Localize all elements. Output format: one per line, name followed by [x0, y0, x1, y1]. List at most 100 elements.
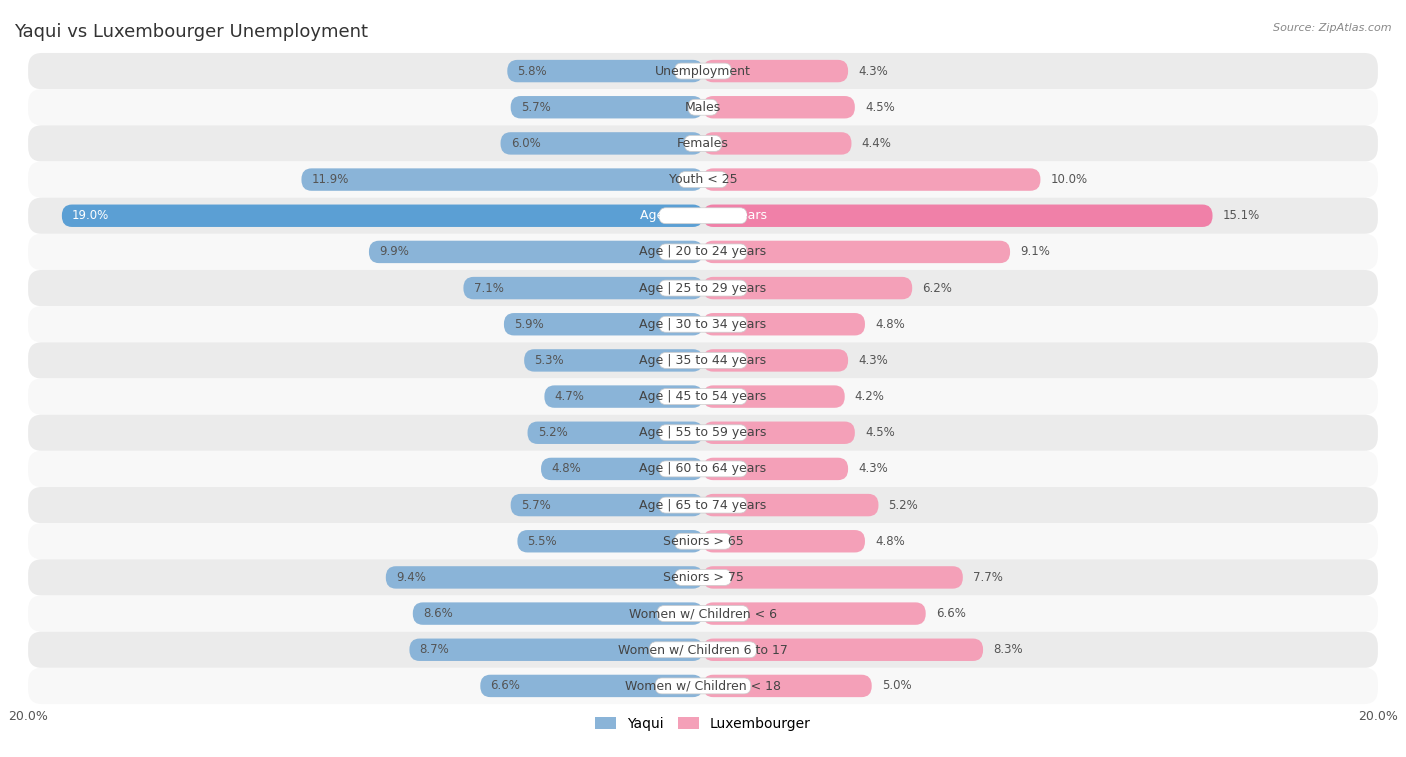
FancyBboxPatch shape — [413, 603, 703, 625]
FancyBboxPatch shape — [659, 497, 747, 513]
FancyBboxPatch shape — [464, 277, 703, 299]
FancyBboxPatch shape — [544, 385, 703, 408]
Text: Seniors > 75: Seniors > 75 — [662, 571, 744, 584]
FancyBboxPatch shape — [28, 631, 1378, 668]
FancyBboxPatch shape — [510, 494, 703, 516]
FancyBboxPatch shape — [703, 132, 852, 154]
Text: Seniors > 65: Seniors > 65 — [662, 534, 744, 548]
FancyBboxPatch shape — [28, 270, 1378, 306]
FancyBboxPatch shape — [659, 425, 747, 441]
FancyBboxPatch shape — [501, 132, 703, 154]
FancyBboxPatch shape — [650, 642, 756, 658]
Legend: Yaqui, Luxembourger: Yaqui, Luxembourger — [589, 711, 817, 736]
Text: Age | 30 to 34 years: Age | 30 to 34 years — [640, 318, 766, 331]
FancyBboxPatch shape — [703, 494, 879, 516]
FancyBboxPatch shape — [503, 313, 703, 335]
FancyBboxPatch shape — [28, 378, 1378, 415]
FancyBboxPatch shape — [703, 422, 855, 444]
Text: 6.0%: 6.0% — [510, 137, 540, 150]
Text: 4.5%: 4.5% — [865, 426, 894, 439]
Text: 4.4%: 4.4% — [862, 137, 891, 150]
FancyBboxPatch shape — [659, 280, 747, 296]
Text: 5.7%: 5.7% — [520, 499, 551, 512]
Text: Age | 65 to 74 years: Age | 65 to 74 years — [640, 499, 766, 512]
FancyBboxPatch shape — [28, 234, 1378, 270]
Text: 6.6%: 6.6% — [936, 607, 966, 620]
FancyBboxPatch shape — [689, 99, 718, 115]
FancyBboxPatch shape — [527, 422, 703, 444]
FancyBboxPatch shape — [659, 461, 747, 477]
Text: 5.2%: 5.2% — [889, 499, 918, 512]
FancyBboxPatch shape — [675, 569, 731, 585]
Text: 9.1%: 9.1% — [1021, 245, 1050, 258]
Text: 4.2%: 4.2% — [855, 390, 884, 403]
Text: 7.7%: 7.7% — [973, 571, 1002, 584]
Text: 15.1%: 15.1% — [1223, 209, 1260, 223]
Text: 4.7%: 4.7% — [554, 390, 585, 403]
Text: 6.2%: 6.2% — [922, 282, 952, 294]
Text: Youth < 25: Youth < 25 — [669, 173, 737, 186]
FancyBboxPatch shape — [657, 606, 749, 621]
FancyBboxPatch shape — [28, 415, 1378, 451]
FancyBboxPatch shape — [385, 566, 703, 589]
Text: Women w/ Children < 18: Women w/ Children < 18 — [626, 680, 780, 693]
Text: 4.8%: 4.8% — [551, 463, 581, 475]
Text: 4.3%: 4.3% — [858, 64, 889, 77]
FancyBboxPatch shape — [675, 63, 731, 79]
FancyBboxPatch shape — [541, 458, 703, 480]
Text: 10.0%: 10.0% — [1050, 173, 1088, 186]
FancyBboxPatch shape — [655, 678, 751, 694]
Text: 8.7%: 8.7% — [419, 643, 450, 656]
Text: 19.0%: 19.0% — [72, 209, 110, 223]
FancyBboxPatch shape — [703, 241, 1010, 263]
FancyBboxPatch shape — [524, 349, 703, 372]
Text: Age | 20 to 24 years: Age | 20 to 24 years — [640, 245, 766, 258]
FancyBboxPatch shape — [703, 313, 865, 335]
FancyBboxPatch shape — [510, 96, 703, 118]
FancyBboxPatch shape — [28, 53, 1378, 89]
FancyBboxPatch shape — [28, 668, 1378, 704]
FancyBboxPatch shape — [703, 60, 848, 83]
Text: 5.9%: 5.9% — [515, 318, 544, 331]
FancyBboxPatch shape — [28, 198, 1378, 234]
FancyBboxPatch shape — [675, 533, 731, 550]
FancyBboxPatch shape — [685, 136, 721, 151]
FancyBboxPatch shape — [28, 596, 1378, 631]
FancyBboxPatch shape — [28, 559, 1378, 596]
Text: Yaqui vs Luxembourger Unemployment: Yaqui vs Luxembourger Unemployment — [14, 23, 368, 41]
Text: 5.3%: 5.3% — [534, 354, 564, 367]
FancyBboxPatch shape — [703, 277, 912, 299]
FancyBboxPatch shape — [28, 487, 1378, 523]
FancyBboxPatch shape — [679, 172, 727, 188]
FancyBboxPatch shape — [703, 385, 845, 408]
Text: 5.7%: 5.7% — [520, 101, 551, 114]
FancyBboxPatch shape — [28, 161, 1378, 198]
Text: 11.9%: 11.9% — [312, 173, 349, 186]
FancyBboxPatch shape — [659, 316, 747, 332]
FancyBboxPatch shape — [703, 168, 1040, 191]
Text: 5.5%: 5.5% — [527, 534, 557, 548]
Text: Age | 25 to 29 years: Age | 25 to 29 years — [640, 282, 766, 294]
Text: 4.8%: 4.8% — [875, 318, 905, 331]
Text: Age | 60 to 64 years: Age | 60 to 64 years — [640, 463, 766, 475]
FancyBboxPatch shape — [28, 523, 1378, 559]
FancyBboxPatch shape — [301, 168, 703, 191]
FancyBboxPatch shape — [517, 530, 703, 553]
FancyBboxPatch shape — [703, 674, 872, 697]
FancyBboxPatch shape — [703, 603, 925, 625]
Text: 8.3%: 8.3% — [993, 643, 1022, 656]
FancyBboxPatch shape — [659, 388, 747, 404]
Text: Age | 35 to 44 years: Age | 35 to 44 years — [640, 354, 766, 367]
FancyBboxPatch shape — [659, 244, 747, 260]
FancyBboxPatch shape — [28, 451, 1378, 487]
Text: 7.1%: 7.1% — [474, 282, 503, 294]
Text: Source: ZipAtlas.com: Source: ZipAtlas.com — [1274, 23, 1392, 33]
Text: Age | 45 to 54 years: Age | 45 to 54 years — [640, 390, 766, 403]
FancyBboxPatch shape — [28, 89, 1378, 126]
FancyBboxPatch shape — [409, 639, 703, 661]
FancyBboxPatch shape — [659, 353, 747, 369]
Text: 4.5%: 4.5% — [865, 101, 894, 114]
Text: Women w/ Children < 6: Women w/ Children < 6 — [628, 607, 778, 620]
Text: 8.6%: 8.6% — [423, 607, 453, 620]
Text: Males: Males — [685, 101, 721, 114]
